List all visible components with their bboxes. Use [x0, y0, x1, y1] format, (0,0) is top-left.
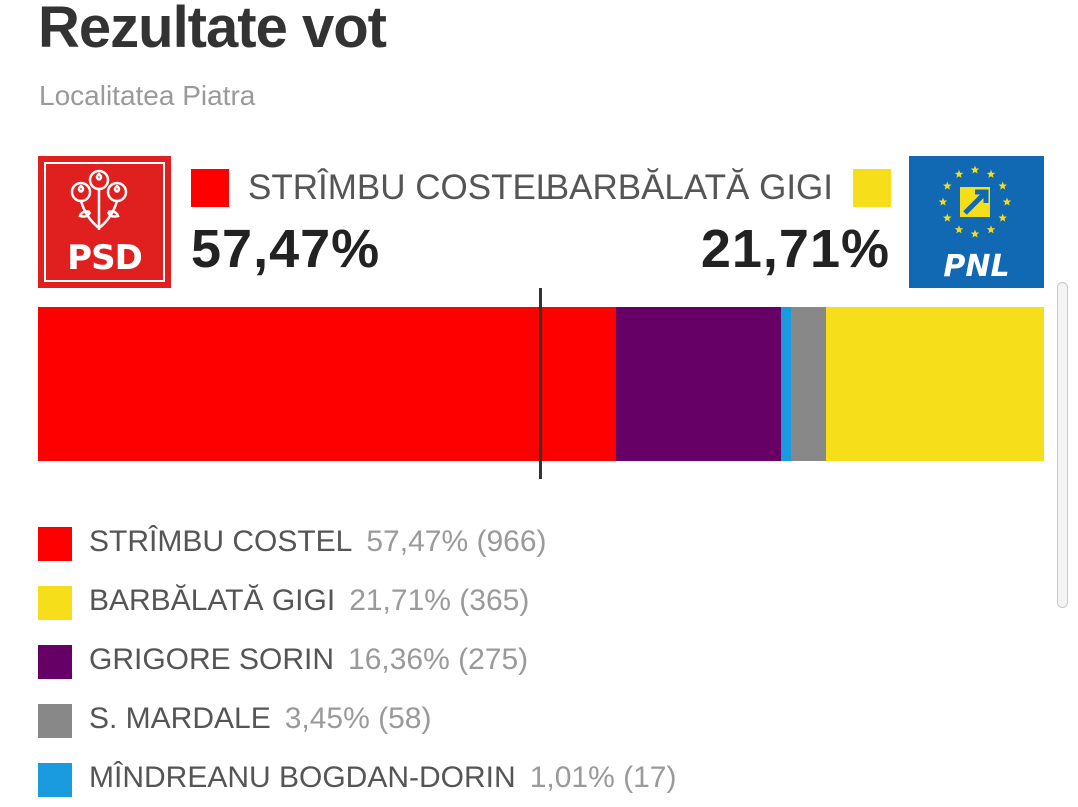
first-candidate-swatch [191, 169, 229, 207]
star-icon [998, 213, 1007, 222]
results-bar [38, 307, 1044, 461]
second-candidate-name: BARBĂLATĂ GIGI [545, 168, 833, 207]
bar-segment [790, 307, 826, 461]
bar-segment [616, 307, 781, 461]
legend-stat: 3,45% (58) [284, 702, 432, 735]
legend-stat: 57,47% (966) [366, 525, 547, 558]
legend-stat: 1,01% (17) [529, 761, 677, 794]
legend-name: BARBĂLATĂ GIGI [89, 584, 336, 617]
roses-icon [70, 169, 128, 230]
star-icon [943, 181, 952, 190]
star-icon [986, 169, 996, 178]
bar-segment [38, 307, 617, 461]
second-candidate-swatch [853, 169, 891, 207]
star-icon [986, 225, 996, 234]
page-title: Rezultate vot [38, 0, 387, 60]
star-icon [970, 229, 980, 238]
second-candidate-percent: 21,71% [700, 219, 890, 279]
legend-swatch [38, 704, 72, 738]
star-icon [943, 213, 952, 222]
legend-name: MÎNDREANU BOGDAN-DORIN [89, 761, 516, 794]
bar-segment [825, 307, 1044, 461]
legend-name: GRIGORE SORIN [89, 643, 335, 676]
first-candidate-percent: 57,47% [191, 219, 381, 279]
legend-swatch [38, 645, 72, 679]
star-icon [970, 165, 980, 174]
majority-marker [539, 288, 542, 479]
page-subtitle: Localitatea Piatra [39, 80, 256, 111]
pnl-logo: PNL [909, 156, 1044, 288]
first-candidate-name: STRÎMBU COSTEL [248, 168, 556, 207]
legend-stat: 16,36% (275) [348, 643, 529, 676]
bar-segment [780, 307, 791, 461]
legend-stat: 21,71% (365) [349, 584, 530, 617]
pnl-logo-text: PNL [943, 249, 1010, 284]
psd-logo-text: PSD [67, 238, 143, 278]
legend-swatch [38, 586, 72, 620]
legend-name: S. MARDALE [89, 702, 271, 735]
star-icon [1002, 197, 1012, 206]
star-icon [938, 197, 948, 206]
legend-name: STRÎMBU COSTEL [89, 525, 353, 558]
psd-logo: PSD [38, 156, 171, 288]
legend-swatch [38, 763, 72, 797]
star-icon [954, 169, 964, 178]
legend-swatch [38, 527, 72, 561]
star-icon [998, 181, 1007, 190]
scrollbar[interactable] [1057, 282, 1068, 608]
star-icon [954, 225, 964, 234]
eu-stars-arrow-icon [938, 165, 1012, 238]
